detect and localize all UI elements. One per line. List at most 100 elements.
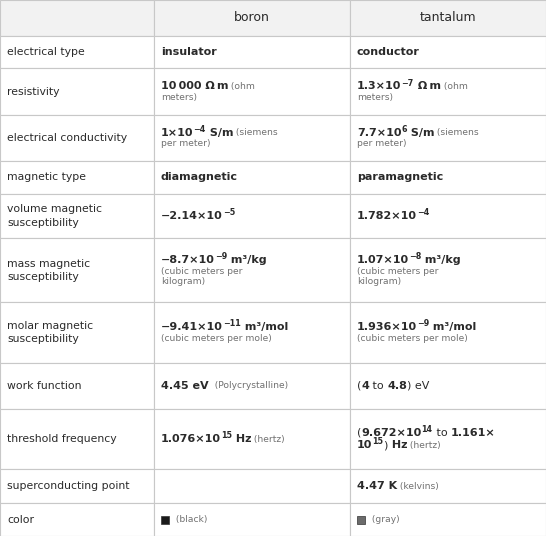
Bar — [0, 363, 154, 409]
Bar — [0, 409, 154, 470]
Text: mass magnetic
susceptibility: mass magnetic susceptibility — [7, 259, 90, 282]
Bar — [154, 503, 350, 536]
Text: (cubic meters per: (cubic meters per — [161, 267, 242, 276]
Text: magnetic type: magnetic type — [7, 173, 86, 182]
Text: S/m: S/m — [407, 128, 435, 138]
Text: 4.8: 4.8 — [387, 381, 407, 391]
Text: (kelvins): (kelvins) — [397, 482, 439, 491]
Bar — [350, 470, 546, 503]
Bar — [0, 503, 154, 536]
Text: 1.782×10: 1.782×10 — [357, 211, 417, 221]
Text: −8.7×10: −8.7×10 — [161, 255, 215, 265]
Text: (siemens: (siemens — [435, 128, 479, 137]
Text: tantalum: tantalum — [420, 11, 476, 24]
Text: electrical type: electrical type — [7, 47, 85, 57]
Text: S/m: S/m — [206, 128, 233, 138]
Text: Hz: Hz — [388, 440, 407, 450]
Text: electrical conductivity: electrical conductivity — [7, 133, 127, 143]
Bar — [350, 409, 546, 470]
Text: −7: −7 — [401, 79, 414, 87]
Bar — [350, 0, 546, 35]
Text: 10 000 Ω m: 10 000 Ω m — [161, 81, 228, 92]
Text: −4: −4 — [417, 208, 429, 217]
Bar — [154, 238, 350, 302]
Bar — [0, 69, 154, 115]
Text: 10: 10 — [357, 440, 372, 450]
Text: conductor: conductor — [357, 47, 420, 57]
Text: meters): meters) — [161, 93, 197, 102]
Text: threshold frequency: threshold frequency — [7, 434, 117, 444]
Text: m³/kg: m³/kg — [422, 255, 461, 265]
Text: (Polycrystalline): (Polycrystalline) — [209, 381, 288, 390]
Text: (siemens: (siemens — [233, 128, 278, 137]
Bar — [357, 516, 365, 524]
Bar — [154, 115, 350, 161]
Bar — [154, 409, 350, 470]
Text: −4: −4 — [193, 125, 206, 134]
Bar — [154, 470, 350, 503]
Text: to: to — [369, 381, 387, 391]
Text: (black): (black) — [173, 515, 207, 524]
Bar — [350, 69, 546, 115]
Text: 14: 14 — [422, 425, 432, 434]
Text: 1.161×: 1.161× — [451, 428, 495, 438]
Text: (gray): (gray) — [369, 515, 400, 524]
Bar — [154, 35, 350, 69]
Bar — [0, 302, 154, 363]
Bar — [350, 302, 546, 363]
Text: volume magnetic
susceptibility: volume magnetic susceptibility — [7, 204, 102, 228]
Bar — [0, 238, 154, 302]
Text: 1.07×10: 1.07×10 — [357, 255, 409, 265]
Text: ) eV: ) eV — [407, 381, 430, 391]
Bar — [350, 115, 546, 161]
Text: (hertz): (hertz) — [407, 441, 441, 450]
Text: 1.936×10: 1.936×10 — [357, 322, 417, 332]
Text: color: color — [7, 515, 34, 525]
Text: (cubic meters per mole): (cubic meters per mole) — [161, 334, 272, 343]
Text: (cubic meters per: (cubic meters per — [357, 267, 438, 276]
Text: 1×10: 1×10 — [161, 128, 193, 138]
Text: insulator: insulator — [161, 47, 217, 57]
Text: molar magnetic
susceptibility: molar magnetic susceptibility — [7, 321, 93, 344]
Bar — [350, 238, 546, 302]
Bar — [350, 35, 546, 69]
Bar — [350, 194, 546, 238]
Text: ): ) — [383, 440, 388, 450]
Text: paramagnetic: paramagnetic — [357, 173, 443, 182]
Text: 15: 15 — [372, 437, 383, 446]
Text: per meter): per meter) — [161, 139, 210, 148]
Text: meters): meters) — [357, 93, 393, 102]
Text: m³/kg: m³/kg — [227, 255, 267, 265]
Text: boron: boron — [234, 11, 270, 24]
Text: 4.47 K: 4.47 K — [357, 481, 397, 491]
Text: −9: −9 — [215, 252, 227, 261]
Text: Ω m: Ω m — [414, 81, 441, 92]
Text: superconducting point: superconducting point — [7, 481, 129, 491]
Text: 1.3×10: 1.3×10 — [357, 81, 401, 92]
Text: (cubic meters per mole): (cubic meters per mole) — [357, 334, 468, 343]
Text: 1.076×10: 1.076×10 — [161, 434, 221, 444]
Bar — [350, 161, 546, 194]
Text: resistivity: resistivity — [7, 86, 60, 96]
Text: diamagnetic: diamagnetic — [161, 173, 238, 182]
Bar — [0, 115, 154, 161]
Text: (: ( — [357, 381, 361, 391]
Text: 15: 15 — [221, 431, 232, 440]
Bar — [0, 470, 154, 503]
Bar — [154, 302, 350, 363]
Text: kilogram): kilogram) — [161, 277, 205, 286]
Bar — [154, 363, 350, 409]
Bar — [0, 0, 154, 35]
Bar — [0, 194, 154, 238]
Bar — [0, 161, 154, 194]
Text: −8: −8 — [409, 252, 422, 261]
Bar — [154, 161, 350, 194]
Text: work function: work function — [7, 381, 81, 391]
Text: m³/mol: m³/mol — [429, 322, 477, 332]
Text: to: to — [432, 428, 451, 438]
Text: (ohm: (ohm — [441, 82, 467, 91]
Text: 4: 4 — [361, 381, 369, 391]
Text: (hertz): (hertz) — [252, 435, 285, 444]
Text: m³/mol: m³/mol — [241, 322, 288, 332]
Text: (ohm: (ohm — [228, 82, 256, 91]
